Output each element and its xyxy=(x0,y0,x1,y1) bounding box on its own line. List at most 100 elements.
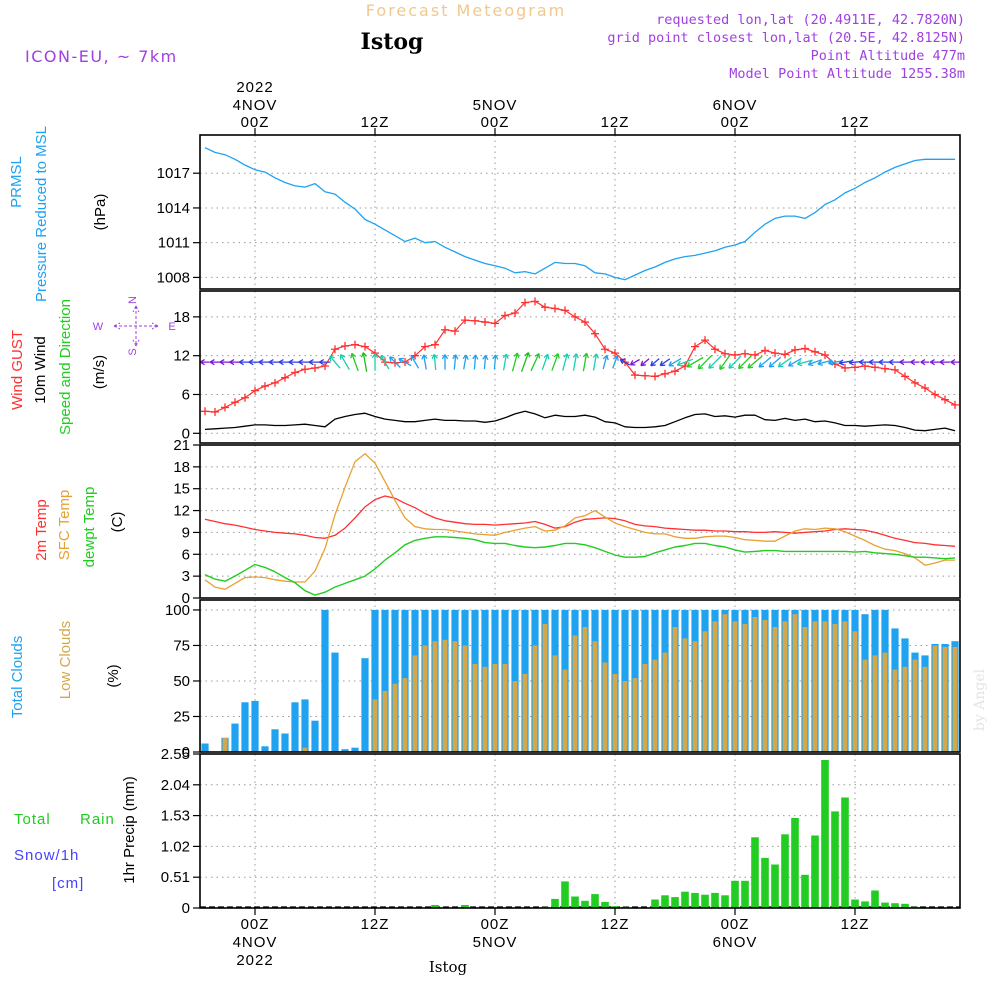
wind-direction-arrow xyxy=(619,358,631,366)
y-tick-label: 0 xyxy=(182,744,190,761)
gust-marker xyxy=(641,371,649,380)
wind-direction-arrow xyxy=(482,354,489,370)
rain-bar xyxy=(901,903,909,908)
gust-marker xyxy=(651,372,659,381)
gust-marker xyxy=(701,336,709,345)
wind-direction-arrow xyxy=(747,355,763,369)
gust-marker xyxy=(841,363,849,372)
gust-marker xyxy=(541,303,549,312)
time-label-bottom: 00Z xyxy=(721,916,750,933)
wind-direction-arrow xyxy=(541,353,550,371)
rain-bar xyxy=(811,835,819,908)
wind-direction-arrow xyxy=(441,354,449,370)
gust-marker xyxy=(751,351,759,360)
pressure-label-long: Pressure Reduced to MSL xyxy=(33,126,50,302)
panel-frame-pressure xyxy=(199,134,961,290)
low-cloud-bar xyxy=(422,645,428,752)
y-tick-label: 1011 xyxy=(158,235,190,252)
gust-marker xyxy=(231,398,239,407)
low-cloud-bar xyxy=(952,646,958,752)
rain-bar xyxy=(861,901,869,908)
gust-marker xyxy=(811,347,819,356)
wind-direction-arrow xyxy=(339,354,350,371)
gust-marker xyxy=(261,382,269,391)
gust-marker xyxy=(331,345,339,354)
low-cloud-bar xyxy=(922,666,928,752)
rain-bar xyxy=(561,881,569,908)
gust-marker xyxy=(901,372,909,381)
low-cloud-bar xyxy=(402,678,408,752)
gust-marker xyxy=(851,363,859,372)
low-cloud-bar xyxy=(612,673,618,752)
rain-bar xyxy=(661,895,669,908)
low-cloud-bar xyxy=(692,641,698,752)
time-label-top: 00Z xyxy=(481,114,510,131)
rain-bar xyxy=(651,899,659,908)
gust-marker xyxy=(871,363,879,372)
time-label-bottom: 12Z xyxy=(361,916,390,933)
dewpoint-line xyxy=(204,536,956,596)
gust-marker xyxy=(931,390,939,399)
low-cloud-bar xyxy=(802,627,808,752)
grid-layer xyxy=(200,135,960,909)
low-cloud-bar xyxy=(652,659,658,752)
gust-marker xyxy=(361,342,369,351)
low-cloud-bar xyxy=(942,646,948,752)
low-cloud-bar xyxy=(642,663,648,752)
gust-marker xyxy=(571,312,579,321)
total-cloud-bar xyxy=(321,609,329,752)
panel-frame-wind xyxy=(199,290,961,444)
wind-direction-arrow xyxy=(807,359,822,367)
rain-bar xyxy=(831,811,839,908)
wind-direction-arrow xyxy=(827,359,842,366)
low-cloud-bar xyxy=(562,669,568,752)
low-cloud-bar xyxy=(822,621,828,752)
precip-total-label: Total xyxy=(14,811,51,828)
wind-direction-arrow xyxy=(659,358,671,367)
low-cloud-bar xyxy=(512,681,518,752)
date-label-top: 6NOV xyxy=(713,97,758,114)
gust-marker xyxy=(721,349,729,358)
total-cloud-bar xyxy=(251,700,259,752)
wind-direction-arrow xyxy=(258,359,272,366)
gust-marker xyxy=(631,371,639,380)
gust-marker xyxy=(711,345,719,354)
wind-direction-arrow xyxy=(758,356,772,368)
wind-direction-arrow xyxy=(502,353,509,371)
total-cloud-bar xyxy=(311,720,319,752)
date-label-bottom: 6NOV xyxy=(713,934,758,951)
low-cloud-bar xyxy=(882,652,888,752)
total-cloud-bar xyxy=(261,746,269,752)
gust-marker xyxy=(221,403,229,412)
total-cloud-bar xyxy=(281,733,289,752)
gust-marker xyxy=(521,298,529,307)
temp-unit: (C) xyxy=(109,512,126,533)
low-cloud-bar xyxy=(382,690,388,752)
low-cloud-bar xyxy=(902,666,908,752)
low-cloud-bar xyxy=(782,621,788,752)
compass-south: S xyxy=(127,348,139,355)
pressure-unit: (hPa) xyxy=(92,194,109,231)
wind-direction-arrow xyxy=(858,359,871,366)
wind-direction-arrow xyxy=(511,352,520,372)
low-cloud-bar xyxy=(852,631,858,752)
low-cloud-bar xyxy=(722,614,728,752)
wind-direction-arrow xyxy=(268,359,281,366)
wind-direction-arrow xyxy=(551,353,560,371)
gust-marker xyxy=(201,407,209,416)
wind-direction-arrow xyxy=(380,354,390,370)
gust-marker xyxy=(891,365,899,374)
total-cloud-bar xyxy=(331,652,339,752)
gust-label: Wind GUST xyxy=(9,330,26,410)
rain-bar xyxy=(671,897,679,908)
wind-direction-arrow xyxy=(462,354,469,370)
pressure-line xyxy=(204,147,955,281)
low-cloud-bar xyxy=(932,645,938,752)
rain-bar xyxy=(771,864,779,908)
low-cloud-bar xyxy=(582,627,588,752)
compass-cross-icon xyxy=(113,305,159,347)
station-title: Istog xyxy=(361,29,424,55)
temp2m-line xyxy=(204,495,956,547)
requested-lonlat: requested lon,lat (20.4911E, 42.7820N) xyxy=(656,12,965,28)
precip-snow-label: Snow/1h xyxy=(14,847,79,864)
